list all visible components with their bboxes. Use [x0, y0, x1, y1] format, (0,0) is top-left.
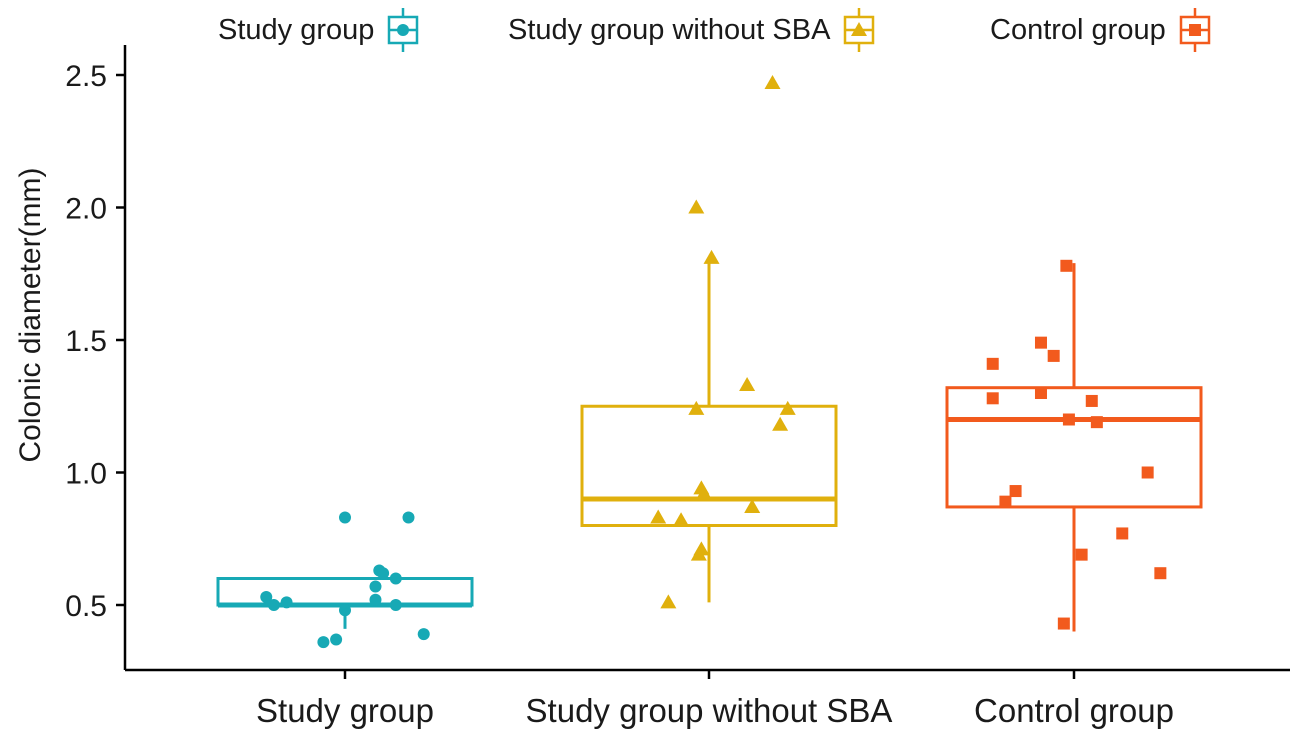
data-point: [744, 498, 761, 513]
data-point: [1009, 485, 1022, 498]
data-point: [688, 400, 705, 415]
box: [945, 386, 1203, 509]
y-axis-label: Colonic diameter(mm): [14, 167, 47, 462]
data-point: [369, 580, 382, 593]
legend-key-icon: [388, 8, 419, 52]
data-point: [1154, 567, 1167, 580]
data-point: [999, 495, 1012, 508]
y-tick-label: 1.0: [65, 458, 107, 491]
data-point: [695, 485, 712, 500]
data-point: [660, 594, 677, 609]
x-tick-label: Control group: [974, 692, 1174, 729]
legend-item: Control group: [990, 6, 1212, 54]
data-point: [1116, 527, 1129, 540]
data-point: [1141, 466, 1154, 479]
data-point: [779, 400, 796, 415]
legend: Study group Study group without SBA Contro…: [0, 6, 1292, 54]
data-point: [688, 199, 705, 214]
data-point: [389, 599, 402, 611]
data-point: [1034, 387, 1047, 399]
data-points: [260, 74, 1167, 649]
legend-label: Study group without SBA: [508, 13, 831, 46]
data-point: [1085, 394, 1098, 407]
data-point: [339, 511, 351, 524]
data-point: [1060, 259, 1073, 272]
box: [580, 404, 838, 527]
y-tick-label: 0.5: [65, 590, 107, 623]
axes: 0.5 1.0 1.5 2.0 2.5 Study group Study group wi…: [65, 45, 1290, 729]
legend-label: Study group: [218, 13, 375, 46]
data-point: [1057, 617, 1070, 630]
data-point: [703, 249, 720, 264]
data-point: [369, 593, 382, 606]
legend-key-icon: [1179, 8, 1210, 52]
data-point: [260, 591, 273, 604]
data-point: [739, 377, 756, 392]
data-point: [764, 74, 781, 89]
data-point: [772, 416, 789, 431]
data-point: [267, 599, 280, 611]
data-point: [1047, 349, 1060, 362]
data-point: [330, 633, 343, 646]
y-tick-label: 2.0: [65, 193, 107, 226]
data-point: [377, 567, 390, 580]
legend-item: Study group: [218, 6, 420, 54]
legend-marker: [397, 24, 410, 36]
data-point: [417, 628, 430, 641]
data-point: [389, 572, 402, 585]
legend-item: Study group without SBA: [508, 6, 876, 54]
data-point: [690, 546, 707, 561]
data-point: [1062, 413, 1075, 426]
legend-label: Control group: [990, 13, 1166, 46]
boxes: [216, 257, 1203, 632]
y-tick-label: 2.5: [65, 60, 107, 93]
legend-marker: [1188, 24, 1201, 36]
data-point: [339, 604, 351, 617]
data-point: [317, 636, 330, 649]
data-point: [986, 357, 999, 370]
data-point: [1075, 548, 1088, 561]
data-point: [402, 511, 415, 524]
box: [216, 577, 474, 607]
data-point: [1034, 336, 1047, 349]
data-point: [1090, 416, 1103, 429]
legend-marker: [851, 22, 868, 36]
data-point: [986, 392, 999, 405]
y-tick-label: 1.5: [65, 325, 107, 358]
data-point: [650, 509, 667, 524]
data-point: [673, 512, 690, 527]
data-point: [280, 596, 293, 609]
x-tick-label: Study group: [256, 692, 434, 729]
x-tick-label: Study group without SBA: [526, 692, 893, 729]
legend-key-icon: [844, 8, 875, 52]
